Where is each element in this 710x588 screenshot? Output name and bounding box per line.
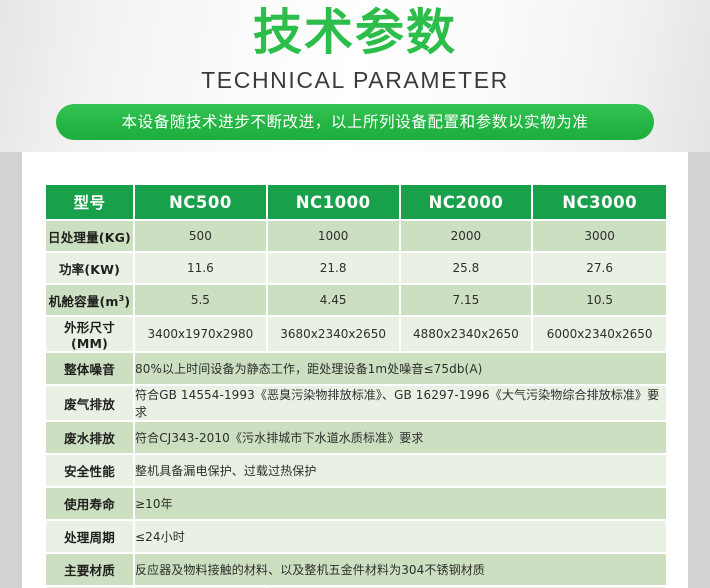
row-label: 废水排放 — [46, 422, 135, 455]
row-label: 废气排放 — [46, 386, 135, 422]
row-label: 整体噪音 — [46, 353, 135, 386]
table-row: 功率(KW) 11.6 21.8 25.8 27.6 — [46, 253, 666, 285]
table-row: 废水排放 符合CJ343-2010《污水排城市下水道水质标准》要求 — [46, 422, 666, 455]
table-header-row: 型号 NC500 NC1000 NC2000 NC3000 — [46, 185, 666, 221]
row-value: ≤24小时 — [135, 521, 666, 554]
table-row: 主要材质 反应器及物料接触的材料、以及整机五金件材料为304不锈钢材质 — [46, 554, 666, 587]
row-label-superscript: 3 — [118, 293, 125, 303]
row-label: 使用寿命 — [46, 488, 135, 521]
table-row: 整体噪音 80%以上时间设备为静态工作，距处理设备1m处噪音≤75db(A) — [46, 353, 666, 386]
table-row: 使用寿命 ≥10年 — [46, 488, 666, 521]
row-label: 机舱容量(m3) — [46, 285, 135, 317]
row-value: 3400x1970x2980 — [135, 317, 268, 353]
row-value: 21.8 — [267, 253, 401, 285]
page-subtitle: TECHNICAL PARAMETER — [201, 67, 509, 93]
row-value: 反应器及物料接触的材料、以及整机五金件材料为304不锈钢材质 — [135, 554, 666, 587]
technical-parameter-table: 型号 NC500 NC1000 NC2000 NC3000 日处理量(KG) 5… — [46, 185, 666, 588]
row-value: 符合CJ343-2010《污水排城市下水道水质标准》要求 — [135, 422, 666, 455]
table-body: 型号 NC500 NC1000 NC2000 NC3000 日处理量(KG) 5… — [46, 185, 666, 588]
row-value: 27.6 — [533, 253, 666, 285]
header-cell-nc3000: NC3000 — [533, 185, 666, 221]
hero-banner: 技术参数 TECHNICAL PARAMETER 本设备随技术进步不断改进，以上… — [0, 0, 710, 152]
table-row: 外形尺寸(MM) 3400x1970x2980 3680x2340x2650 4… — [46, 317, 666, 353]
row-label: 日处理量(KG) — [46, 221, 135, 253]
row-value: 4.45 — [267, 285, 401, 317]
row-value: ≥10年 — [135, 488, 666, 521]
row-label: 安全性能 — [46, 455, 135, 488]
header-cell-nc2000: NC2000 — [400, 185, 534, 221]
row-label-suffix: ) — [124, 293, 131, 309]
row-value: 25.8 — [400, 253, 534, 285]
row-value: 3000 — [533, 221, 666, 253]
row-value: 4880x2340x2650 — [400, 317, 534, 353]
row-label: 功率(KW) — [46, 253, 135, 285]
page-title: 技术参数 — [252, 4, 457, 61]
row-value: 80%以上时间设备为静态工作，距处理设备1m处噪音≤75db(A) — [135, 353, 666, 386]
table-row: 处理周期 ≤24小时 — [46, 521, 666, 554]
row-value: 1000 — [267, 221, 401, 253]
row-value: 11.6 — [135, 253, 268, 285]
table-row: 安全性能 整机具备漏电保护、过载过热保护 — [46, 455, 666, 488]
content-panel: 型号 NC500 NC1000 NC2000 NC3000 日处理量(KG) 5… — [22, 152, 688, 588]
header-cell-nc500: NC500 — [135, 185, 268, 221]
row-value: 整机具备漏电保护、过载过热保护 — [135, 455, 666, 488]
row-label: 外形尺寸(MM) — [46, 317, 135, 353]
row-value: 500 — [135, 221, 268, 253]
row-value: 2000 — [400, 221, 534, 253]
table-row: 日处理量(KG) 500 1000 2000 3000 — [46, 221, 666, 253]
row-value: 3680x2340x2650 — [267, 317, 401, 353]
disclaimer-banner: 本设备随技术进步不断改进，以上所列设备配置和参数以实物为准 — [56, 104, 654, 140]
header-cell-nc1000: NC1000 — [267, 185, 401, 221]
row-value: 10.5 — [533, 285, 666, 317]
table-row: 机舱容量(m3) 5.5 4.45 7.15 10.5 — [46, 285, 666, 317]
row-value: 符合GB 14554-1993《恶臭污染物排放标准》、GB 16297-1996… — [135, 386, 666, 422]
row-value: 5.5 — [135, 285, 268, 317]
row-label: 处理周期 — [46, 521, 135, 554]
row-label-text: 机舱容量(m — [48, 293, 119, 309]
table-row: 废气排放 符合GB 14554-1993《恶臭污染物排放标准》、GB 16297… — [46, 386, 666, 422]
row-value: 6000x2340x2650 — [533, 317, 666, 353]
header-cell-model: 型号 — [46, 185, 135, 221]
row-label: 主要材质 — [46, 554, 135, 587]
row-value: 7.15 — [400, 285, 534, 317]
